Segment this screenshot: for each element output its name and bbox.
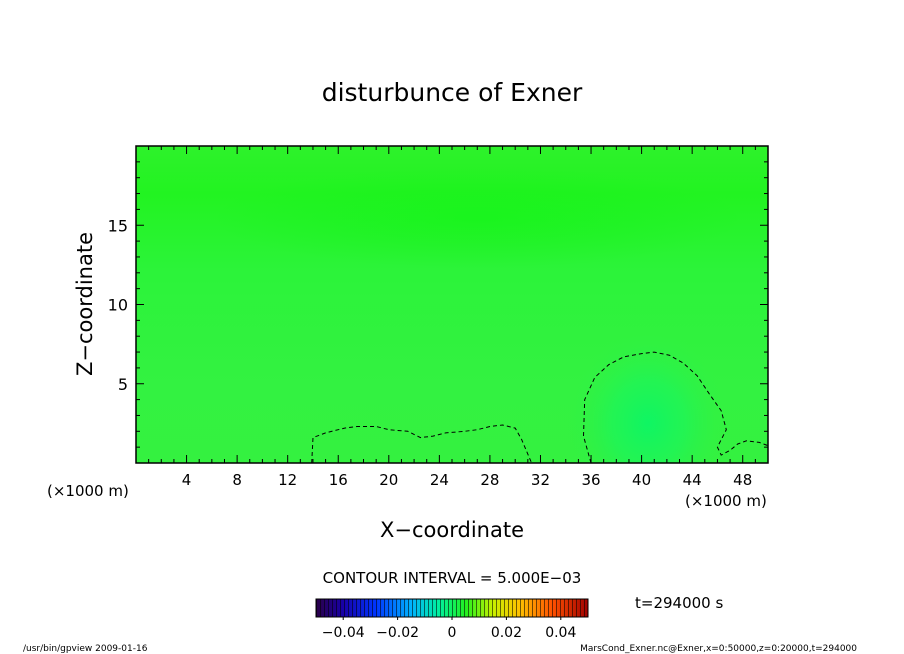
heatmap-upper-band: [211, 166, 743, 269]
x-tick-label: 32: [531, 471, 550, 489]
x-tick-label: 48: [733, 471, 752, 489]
colorbar-tick-label: 0: [448, 625, 457, 641]
x-tick-label: 24: [430, 471, 449, 489]
contour-interval-label: CONTOUR INTERVAL = 5.000E−03: [323, 569, 582, 587]
x-tick-label: 40: [632, 471, 651, 489]
contour-line-0: [311, 424, 533, 464]
y-tick-label: 15: [108, 216, 128, 235]
footer-left: /usr/bin/gpview 2009-01-16: [23, 644, 148, 654]
x-tick-label: 12: [278, 471, 297, 489]
colorbar-stripes: [316, 599, 588, 617]
colorbar: −0.04 −0.02 0 0.02 0.04: [315, 598, 589, 641]
x-tick-label: 36: [581, 471, 600, 489]
y-tick-labels: 5 10 15: [108, 216, 128, 394]
axis-ticks: [136, 146, 768, 463]
contour-line-1: [582, 351, 769, 464]
contour-lines: [311, 351, 769, 464]
heatmap-field: [136, 146, 768, 463]
colorbar-tick-label: −0.02: [376, 625, 419, 641]
x-tick-label: 20: [379, 471, 398, 489]
y-tick-label: 10: [108, 296, 128, 315]
x-tick-labels: 4 8 12 16 20 24 28 32 36 40 44 48: [182, 471, 752, 489]
time-label: t=294000 s: [635, 594, 723, 612]
x-unit-right: (×1000 m): [685, 492, 767, 510]
x-tick-label: 44: [683, 471, 702, 489]
colorbar-tick-label: 0.04: [545, 625, 576, 641]
x-tick-label: 4: [182, 471, 192, 489]
y-axis-label: Z−coordinate: [73, 232, 97, 376]
colorbar-tick-label: 0.02: [491, 625, 522, 641]
colorbar-tick-labels: −0.04 −0.02 0 0.02 0.04: [322, 617, 576, 641]
chart-title: disturbunce of Exner: [322, 78, 583, 107]
x-unit-left: (×1000 m): [47, 482, 129, 500]
colorbar-tick-label: −0.04: [322, 625, 365, 641]
x-tick-label: 16: [329, 471, 348, 489]
y-tick-label: 5: [118, 375, 128, 394]
footer-right: MarsCond_Exner.nc@Exner,x=0:50000,z=0:20…: [580, 644, 857, 654]
x-tick-label: 28: [480, 471, 499, 489]
x-axis-label: X−coordinate: [380, 518, 524, 542]
heatmap-positive-maximum: [565, 328, 731, 463]
x-tick-label: 8: [232, 471, 242, 489]
